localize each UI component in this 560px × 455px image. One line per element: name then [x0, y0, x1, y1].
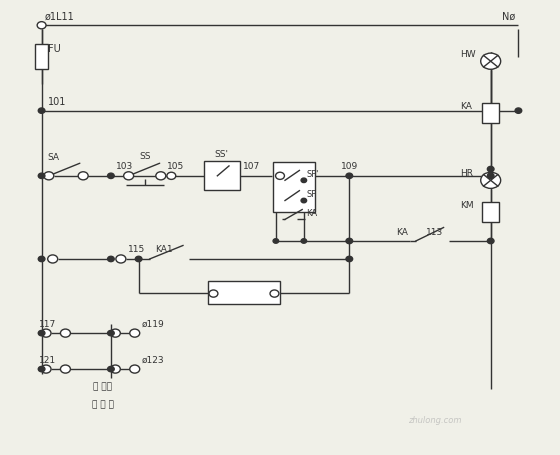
Circle shape: [480, 53, 501, 69]
Circle shape: [130, 329, 140, 337]
Circle shape: [346, 173, 353, 178]
Circle shape: [110, 329, 120, 337]
Circle shape: [273, 239, 279, 243]
Text: SS: SS: [139, 152, 151, 161]
Text: SF': SF': [307, 170, 319, 179]
Circle shape: [301, 239, 307, 243]
Text: 121: 121: [39, 355, 56, 364]
Circle shape: [78, 172, 88, 180]
Circle shape: [301, 198, 307, 203]
Text: KA1: KA1: [155, 245, 173, 253]
Circle shape: [37, 22, 46, 29]
Circle shape: [487, 167, 494, 172]
Circle shape: [108, 256, 114, 262]
Text: 109: 109: [341, 162, 358, 172]
Bar: [204, 161, 240, 191]
Text: 115: 115: [128, 245, 145, 254]
Text: ø1L11: ø1L11: [44, 12, 74, 22]
Circle shape: [108, 366, 114, 372]
Text: Nø: Nø: [502, 12, 516, 22]
Bar: [208, 282, 280, 304]
Text: DDC: DDC: [233, 287, 255, 297]
Text: 动 止 动: 动 止 动: [92, 400, 114, 410]
Circle shape: [209, 290, 218, 297]
Circle shape: [156, 172, 166, 180]
Bar: [482, 202, 499, 222]
Text: HR: HR: [460, 169, 473, 178]
Circle shape: [130, 365, 140, 373]
Circle shape: [480, 172, 501, 188]
Text: KA: KA: [307, 209, 318, 218]
Circle shape: [301, 178, 307, 182]
Circle shape: [270, 290, 279, 297]
Circle shape: [346, 238, 353, 244]
Text: HW: HW: [460, 50, 476, 59]
Text: zhulong.com: zhulong.com: [408, 416, 462, 425]
Circle shape: [38, 256, 45, 262]
Circle shape: [136, 256, 142, 262]
Text: SF: SF: [307, 190, 317, 199]
Circle shape: [108, 330, 114, 336]
Circle shape: [41, 329, 51, 337]
Text: 107: 107: [242, 162, 260, 172]
Circle shape: [108, 173, 114, 178]
Text: FU: FU: [48, 44, 61, 54]
Text: KM: KM: [460, 201, 474, 209]
Text: 105: 105: [167, 162, 185, 172]
Text: 101: 101: [48, 97, 67, 107]
Text: 103: 103: [116, 162, 134, 172]
Circle shape: [38, 366, 45, 372]
Text: ø119: ø119: [141, 319, 164, 329]
Circle shape: [60, 365, 71, 373]
Circle shape: [38, 330, 45, 336]
Circle shape: [487, 173, 494, 178]
Bar: [273, 162, 315, 212]
Text: 113: 113: [426, 228, 443, 238]
Circle shape: [116, 255, 126, 263]
Circle shape: [38, 173, 45, 178]
Text: KA: KA: [396, 228, 408, 238]
Circle shape: [167, 172, 176, 179]
Circle shape: [346, 256, 353, 262]
Circle shape: [60, 329, 71, 337]
Text: SA: SA: [47, 153, 59, 162]
Text: SS': SS': [215, 151, 229, 159]
Circle shape: [515, 108, 522, 113]
Circle shape: [38, 108, 45, 113]
Circle shape: [41, 365, 51, 373]
Circle shape: [110, 365, 120, 373]
Circle shape: [44, 172, 54, 180]
Text: ø123: ø123: [141, 355, 164, 364]
Bar: [482, 103, 499, 123]
Circle shape: [276, 172, 284, 179]
Bar: [35, 44, 48, 69]
Text: KA: KA: [460, 101, 472, 111]
Circle shape: [124, 172, 134, 180]
Circle shape: [48, 255, 58, 263]
Text: 自 僜手: 自 僜手: [93, 383, 112, 392]
Circle shape: [487, 238, 494, 244]
Text: 117: 117: [39, 319, 56, 329]
